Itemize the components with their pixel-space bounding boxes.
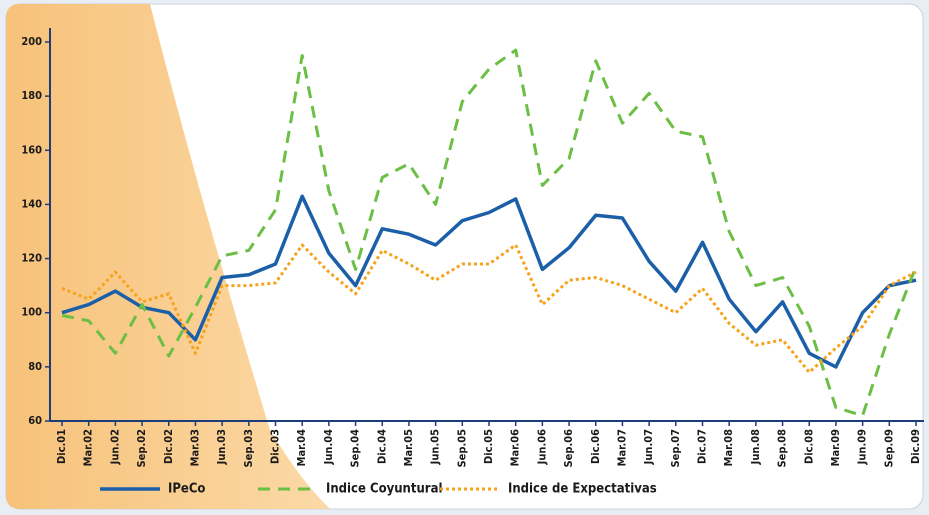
y-tick-label: 80 — [28, 360, 42, 373]
x-tick-label: Mar.06 — [509, 429, 522, 466]
y-tick-label: 160 — [21, 143, 42, 156]
x-tick-label: Jun.03 — [215, 429, 228, 465]
y-tick-label: 140 — [21, 197, 42, 210]
legend-label: IPeCo — [168, 482, 205, 497]
x-tick-label: Dic.07 — [696, 429, 709, 464]
x-tick-label: Sep.05 — [455, 429, 468, 468]
y-tick-label: 180 — [21, 89, 42, 102]
legend-label: Indice de Expectativas — [508, 482, 657, 497]
x-tick-label: Sep.02 — [135, 429, 148, 468]
legend-label: Indice Coyuntural — [326, 482, 442, 497]
x-tick-label: Dic.06 — [589, 429, 602, 464]
chart: 60 80 100 120 140 160 180 200 Dic.01 Mar.02 Jun.02… — [0, 0, 929, 515]
x-tick-label: Dic.03 — [269, 429, 282, 464]
x-tick-label: Sep.08 — [776, 429, 789, 468]
x-tick-label: Mar.04 — [295, 429, 308, 466]
x-tick-label: Dic.04 — [375, 429, 388, 464]
x-tick-label: Jun.08 — [749, 429, 762, 465]
x-tick-label: Sep.07 — [669, 429, 682, 468]
y-tick-label: 120 — [21, 252, 42, 265]
x-tick-label: Sep.06 — [562, 429, 575, 468]
x-tick-label: Jun.06 — [535, 429, 548, 465]
x-tick-label: Dic.01 — [55, 429, 68, 464]
x-tick-label: Jun.09 — [856, 429, 869, 465]
x-tick-label: Dic.09 — [909, 429, 922, 464]
x-tick-label: Mar.03 — [188, 429, 201, 466]
y-tick-label: 200 — [21, 35, 42, 48]
x-tick-label: Mar.07 — [615, 429, 628, 466]
x-tick-label: Dic.02 — [162, 429, 175, 464]
x-tick-label: Mar.08 — [722, 429, 735, 466]
x-tick-label: Sep.03 — [242, 429, 255, 468]
x-tick-label: Jun.05 — [429, 429, 442, 465]
x-tick-label: Mar.09 — [829, 429, 842, 466]
x-tick-label: Dic.05 — [482, 429, 495, 464]
x-tick-label: Dic.08 — [802, 429, 815, 464]
x-tick-label: Mar.05 — [402, 429, 415, 466]
x-tick-label: Mar.02 — [82, 429, 95, 466]
x-tick-label: Jun.04 — [322, 429, 335, 465]
y-tick-label: 100 — [21, 306, 42, 319]
x-tick-label: Sep.04 — [349, 429, 362, 468]
y-tick-label: 60 — [28, 414, 42, 427]
x-tick-label: Jun.02 — [108, 429, 121, 465]
x-tick-label: Jun.07 — [642, 429, 655, 465]
x-tick-label: Sep.09 — [882, 429, 895, 468]
